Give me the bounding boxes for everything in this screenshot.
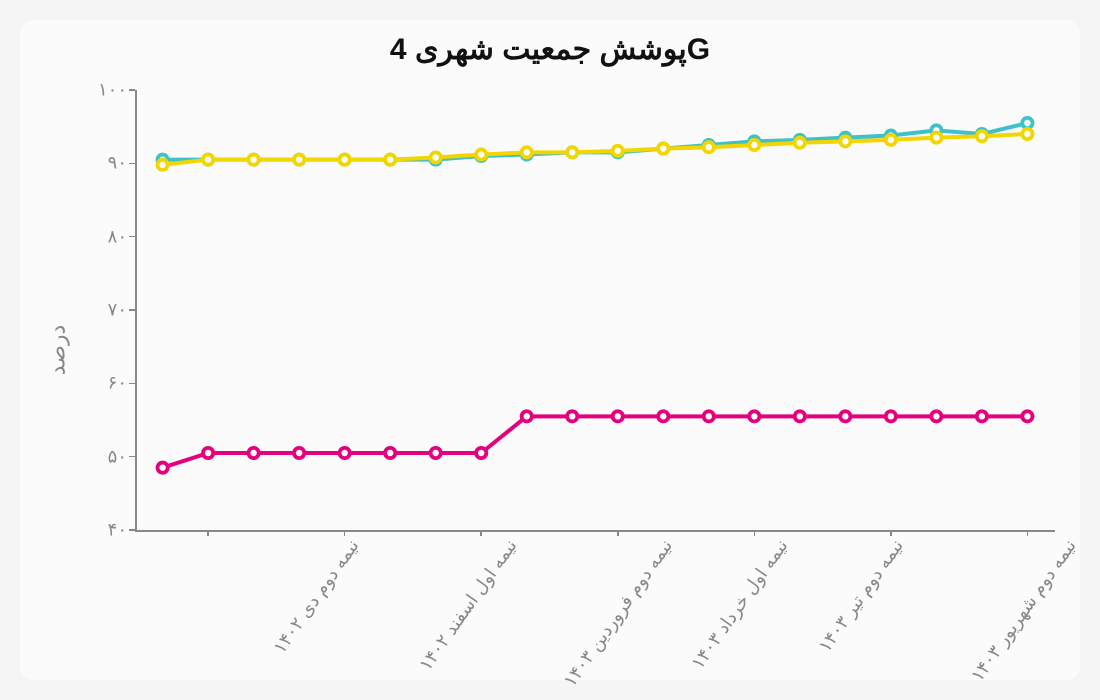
y-tick-mark [129, 529, 135, 531]
series-yellow-marker-inner [341, 156, 347, 162]
series-yellow-marker-inner [979, 133, 985, 139]
series-yellow-marker-inner [751, 142, 757, 148]
y-tick-mark [129, 309, 135, 311]
series-magenta-marker-inner [751, 413, 757, 419]
series-magenta-marker-inner [706, 413, 712, 419]
x-tick-label: نیمه اول خرداد ۱۴۰۳ [679, 530, 792, 673]
series-yellow-marker-inner [1024, 131, 1030, 137]
plot-area: ۴۰۵۰۶۰۷۰۸۰۹۰۱۰۰نیمه دوم دی ۱۴۰۲نیمه اول … [135, 90, 1055, 530]
series-magenta-marker-inner [979, 413, 985, 419]
y-tick-mark [129, 236, 135, 238]
series-magenta-marker-inner [660, 413, 666, 419]
series-magenta-marker-inner [296, 450, 302, 456]
series-yellow-marker-inner [569, 149, 575, 155]
y-tick-mark [129, 383, 135, 385]
series-yellow-marker-inner [615, 148, 621, 154]
x-tick-label: نیمه دوم فروردین ۱۴۰۳ [552, 530, 678, 691]
series-magenta-marker-inner [432, 450, 438, 456]
series-yellow-marker-inner [842, 138, 848, 144]
y-axis-label: درصد [44, 325, 70, 376]
series-magenta-line [163, 416, 1028, 467]
series-magenta-marker-inner [478, 450, 484, 456]
series-cyan-marker-inner [1024, 120, 1030, 126]
series-magenta-marker-inner [569, 413, 575, 419]
y-tick-mark [129, 456, 135, 458]
x-tick-mark [890, 530, 892, 536]
series-magenta-marker-inner [797, 413, 803, 419]
series-magenta-marker-inner [888, 413, 894, 419]
series-yellow-marker-inner [478, 151, 484, 157]
series-magenta-marker-inner [205, 450, 211, 456]
series-yellow-marker-inner [159, 162, 165, 168]
series-magenta-marker-inner [250, 450, 256, 456]
x-tick-label: نیمه دوم شهریور ۱۴۰۳ [1095, 530, 1100, 686]
series-yellow-marker-inner [706, 144, 712, 150]
x-axis-line [135, 530, 1055, 532]
series-yellow-marker-inner [250, 156, 256, 162]
series-magenta-marker-inner [387, 450, 393, 456]
x-tick-mark [344, 530, 346, 536]
series-yellow-marker-inner [660, 145, 666, 151]
x-tick-label: نیمه دوم شهریور ۱۴۰۳ [959, 530, 1081, 686]
series-magenta-marker-inner [615, 413, 621, 419]
chart-title: پوشش جمعیت شهری 4G [20, 32, 1080, 67]
series-yellow-marker-inner [387, 156, 393, 162]
series-yellow-marker-inner [432, 154, 438, 160]
x-tick-label: نیمه دوم تیر ۱۴۰۳ [807, 530, 908, 656]
y-tick-mark [129, 163, 135, 165]
series-yellow-marker-inner [933, 134, 939, 140]
series-yellow-marker-inner [205, 156, 211, 162]
x-tick-label: نیمه دوم دی ۱۴۰۲ [261, 530, 363, 658]
series-magenta-marker-inner [842, 413, 848, 419]
series-yellow-marker-inner [888, 137, 894, 143]
x-tick-label: نیمه اول اسفند ۱۴۰۲ [407, 530, 521, 675]
x-tick-mark [754, 530, 756, 536]
series-magenta-marker-inner [159, 464, 165, 470]
x-tick-mark [207, 530, 209, 536]
x-tick-mark [1027, 530, 1029, 536]
series-yellow-marker-inner [524, 149, 530, 155]
series-yellow-marker-inner [296, 156, 302, 162]
chart-card: پوشش جمعیت شهری 4G درصد ۴۰۵۰۶۰۷۰۸۰۹۰۱۰۰ن… [20, 20, 1080, 680]
series-yellow-marker-inner [797, 140, 803, 146]
x-tick-mark [480, 530, 482, 536]
series-magenta-marker-inner [933, 413, 939, 419]
y-tick-mark [129, 89, 135, 91]
series-magenta-marker-inner [341, 450, 347, 456]
chart-lines [135, 90, 1055, 530]
series-magenta-marker-inner [524, 413, 530, 419]
x-tick-mark [617, 530, 619, 536]
series-magenta-marker-inner [1024, 413, 1030, 419]
